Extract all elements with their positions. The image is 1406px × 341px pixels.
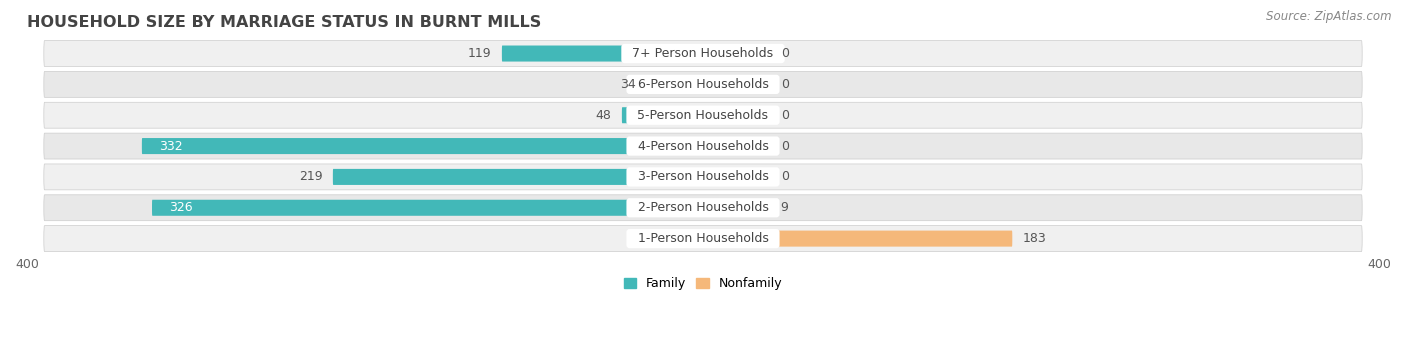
FancyBboxPatch shape xyxy=(333,169,703,185)
FancyBboxPatch shape xyxy=(621,107,703,123)
FancyBboxPatch shape xyxy=(44,41,1362,66)
FancyBboxPatch shape xyxy=(703,200,770,216)
Text: Source: ZipAtlas.com: Source: ZipAtlas.com xyxy=(1267,10,1392,23)
Text: 7+ Person Households: 7+ Person Households xyxy=(624,47,782,60)
Text: 3-Person Households: 3-Person Households xyxy=(630,170,776,183)
Text: 9: 9 xyxy=(780,201,789,214)
FancyBboxPatch shape xyxy=(44,133,1362,159)
FancyBboxPatch shape xyxy=(703,169,770,185)
FancyBboxPatch shape xyxy=(142,138,703,154)
Text: 332: 332 xyxy=(159,139,183,152)
Text: 2-Person Households: 2-Person Households xyxy=(630,201,776,214)
Text: HOUSEHOLD SIZE BY MARRIAGE STATUS IN BURNT MILLS: HOUSEHOLD SIZE BY MARRIAGE STATUS IN BUR… xyxy=(27,15,541,30)
FancyBboxPatch shape xyxy=(44,164,1362,190)
Text: 0: 0 xyxy=(780,78,789,91)
Text: 183: 183 xyxy=(1022,232,1046,245)
Text: 5-Person Households: 5-Person Households xyxy=(630,109,776,122)
Text: 1-Person Households: 1-Person Households xyxy=(630,232,776,245)
Text: 119: 119 xyxy=(468,47,492,60)
FancyBboxPatch shape xyxy=(152,200,703,216)
Text: 6-Person Households: 6-Person Households xyxy=(630,78,776,91)
Text: 4-Person Households: 4-Person Households xyxy=(630,139,776,152)
FancyBboxPatch shape xyxy=(703,107,770,123)
Text: 34: 34 xyxy=(620,78,636,91)
Legend: Family, Nonfamily: Family, Nonfamily xyxy=(619,272,787,295)
Text: 326: 326 xyxy=(169,201,193,214)
FancyBboxPatch shape xyxy=(703,138,770,154)
FancyBboxPatch shape xyxy=(44,102,1362,128)
FancyBboxPatch shape xyxy=(44,71,1362,97)
Text: 0: 0 xyxy=(780,47,789,60)
FancyBboxPatch shape xyxy=(44,226,1362,252)
FancyBboxPatch shape xyxy=(44,195,1362,221)
FancyBboxPatch shape xyxy=(645,76,703,92)
FancyBboxPatch shape xyxy=(703,45,770,62)
Text: 0: 0 xyxy=(780,109,789,122)
Text: 0: 0 xyxy=(780,139,789,152)
Text: 48: 48 xyxy=(596,109,612,122)
FancyBboxPatch shape xyxy=(703,231,1012,247)
FancyBboxPatch shape xyxy=(502,45,703,62)
Text: 219: 219 xyxy=(299,170,323,183)
Text: 0: 0 xyxy=(780,170,789,183)
FancyBboxPatch shape xyxy=(703,76,770,92)
